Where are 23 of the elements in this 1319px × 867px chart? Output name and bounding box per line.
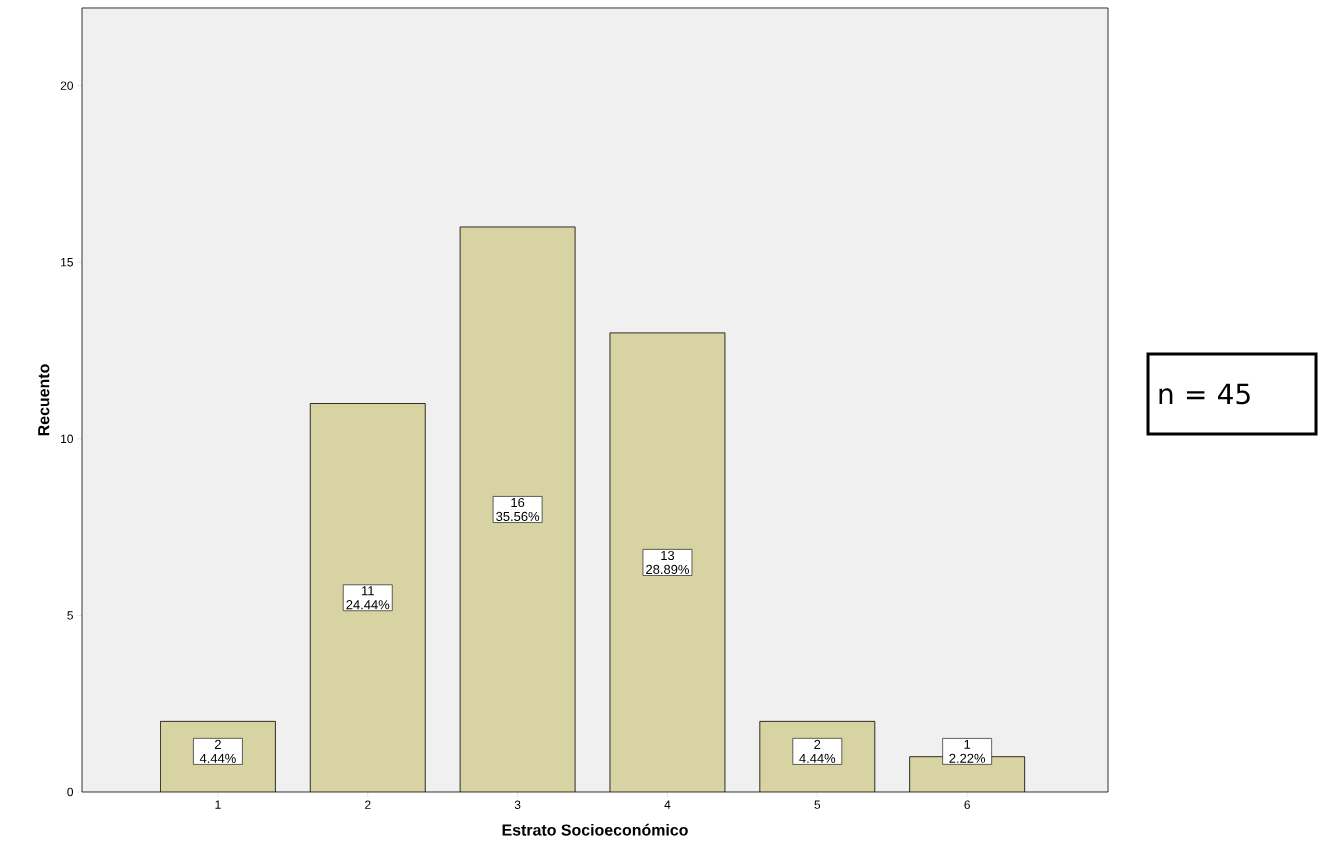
bar [459,226,576,792]
text: n = 45 [1159,383,1250,405]
y-tick-label: 15 [61,258,73,267]
data-label: 2 4.44% [199,739,236,763]
x-tick-label: 2 [365,800,371,809]
x-tick-label: 4 [664,800,671,809]
y-axis-title: Recuento [38,364,50,436]
y-tick-label: 5 [67,611,73,620]
x-axis-title: Estrato Socioeconómico [502,823,688,836]
data-label: 13 28.89% [646,550,689,574]
y-tick-label: 0 [67,787,74,797]
data-label: 16 35.56% [496,497,540,522]
data-label: 11 24.44% [346,586,390,610]
x-tick-label: 6 [964,800,970,809]
bar [609,332,726,792]
y-tick-label: 10 [61,434,74,444]
x-tick-label: 3 [514,800,521,809]
data-label: 2 4.44% [799,739,836,763]
x-tick-label: 5 [814,800,821,809]
y-tick-label: 20 [60,81,74,90]
bar [309,403,426,792]
x-tick-label: 1 [215,800,221,809]
data-label: 1 2.22% [949,739,986,763]
